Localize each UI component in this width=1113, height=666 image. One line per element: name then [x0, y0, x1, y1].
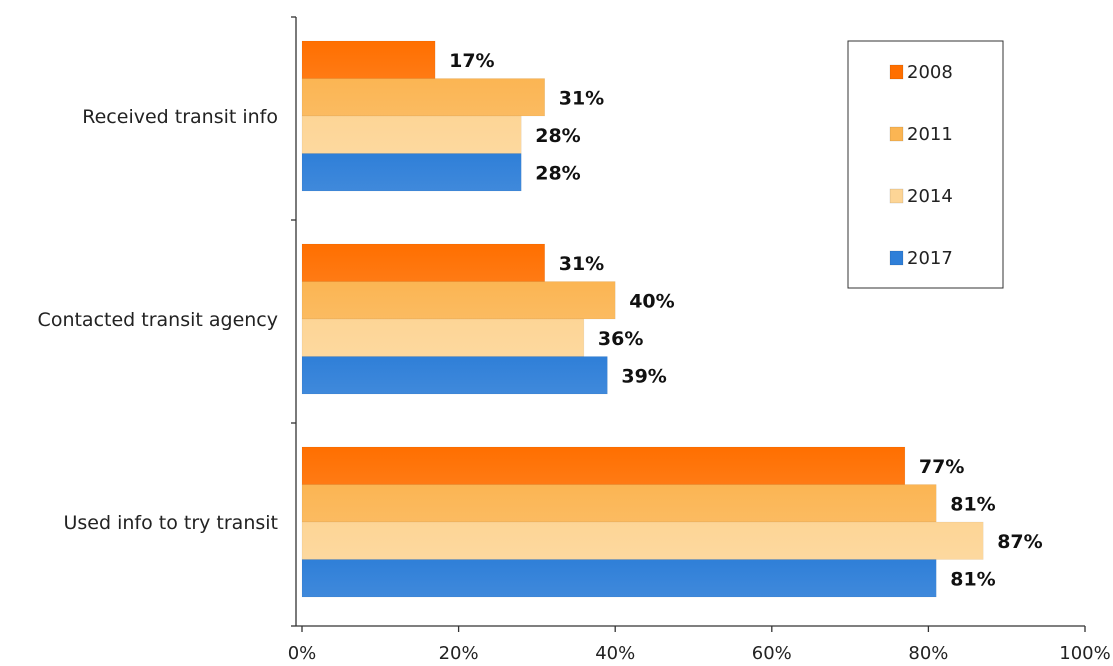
data-label-2008-cat-1: 31%	[559, 253, 604, 275]
legend-swatch-2011	[889, 126, 904, 142]
data-label-2017-cat-1: 39%	[621, 365, 666, 387]
legend-label-2014: 2014	[907, 186, 953, 207]
legend-box	[847, 40, 1004, 289]
category-label-2: Used info to try transit	[63, 512, 278, 534]
bar-2017-cat-1	[301, 356, 608, 395]
data-label-2014-cat-2: 87%	[997, 531, 1042, 553]
legend-swatch-2017	[889, 250, 904, 266]
x-tick-label-3: 60%	[752, 643, 792, 664]
category-label-1: Contacted transit agency	[38, 309, 278, 331]
data-label-2017-cat-2: 81%	[950, 568, 995, 590]
x-tick-label-5: 100%	[1059, 643, 1110, 664]
x-tick-label-2: 40%	[595, 643, 635, 664]
bar-2017-cat-2	[301, 559, 937, 598]
legend-swatch-2008	[889, 64, 904, 80]
legend-label-2008: 2008	[907, 62, 953, 83]
bar-2011-cat-2	[301, 484, 937, 523]
data-label-2014-cat-0: 28%	[535, 125, 580, 147]
data-labels-layer: 17% 31% 28% 28% 31% 40% 36% 39% 77% 81%87%81%	[449, 50, 1043, 591]
data-label-2011-cat-2: 81%	[950, 493, 995, 515]
x-tick-label-4: 80%	[908, 643, 948, 664]
data-label-2011-cat-0: 31%	[559, 87, 604, 109]
bar-2017-cat-0	[301, 153, 522, 192]
legend-swatch-2014	[889, 188, 904, 204]
bar-2014-cat-2	[301, 521, 984, 560]
bar-2011-cat-0	[301, 78, 545, 117]
bar-2011-cat-1	[301, 281, 616, 320]
data-label-2008-cat-2: 77%	[919, 456, 964, 478]
category-labels-layer: Received transit info Contacted transit a…	[38, 106, 278, 534]
data-label-2017-cat-0: 28%	[535, 162, 580, 184]
legend-label-2017: 2017	[907, 248, 953, 269]
bar-2008-cat-0	[301, 40, 436, 79]
data-label-2014-cat-1: 36%	[598, 328, 643, 350]
legend-label-2011: 2011	[907, 124, 953, 145]
x-tick-label-0: 0%	[288, 643, 317, 664]
category-label-0: Received transit info	[82, 106, 278, 128]
data-label-2008-cat-0: 17%	[449, 50, 494, 72]
bar-2014-cat-0	[301, 115, 522, 154]
bar-2008-cat-1	[301, 243, 545, 282]
axes-layer: 0% 20% 40% 60% 80% 100%	[288, 16, 1111, 664]
legend: 2008 2011 2014 2017	[847, 40, 1004, 289]
data-label-2011-cat-1: 40%	[629, 290, 674, 312]
bars-layer	[301, 40, 984, 598]
x-tick-label-1: 20%	[439, 643, 479, 664]
bar-2008-cat-2	[301, 446, 906, 485]
bar-2014-cat-1	[301, 318, 585, 357]
